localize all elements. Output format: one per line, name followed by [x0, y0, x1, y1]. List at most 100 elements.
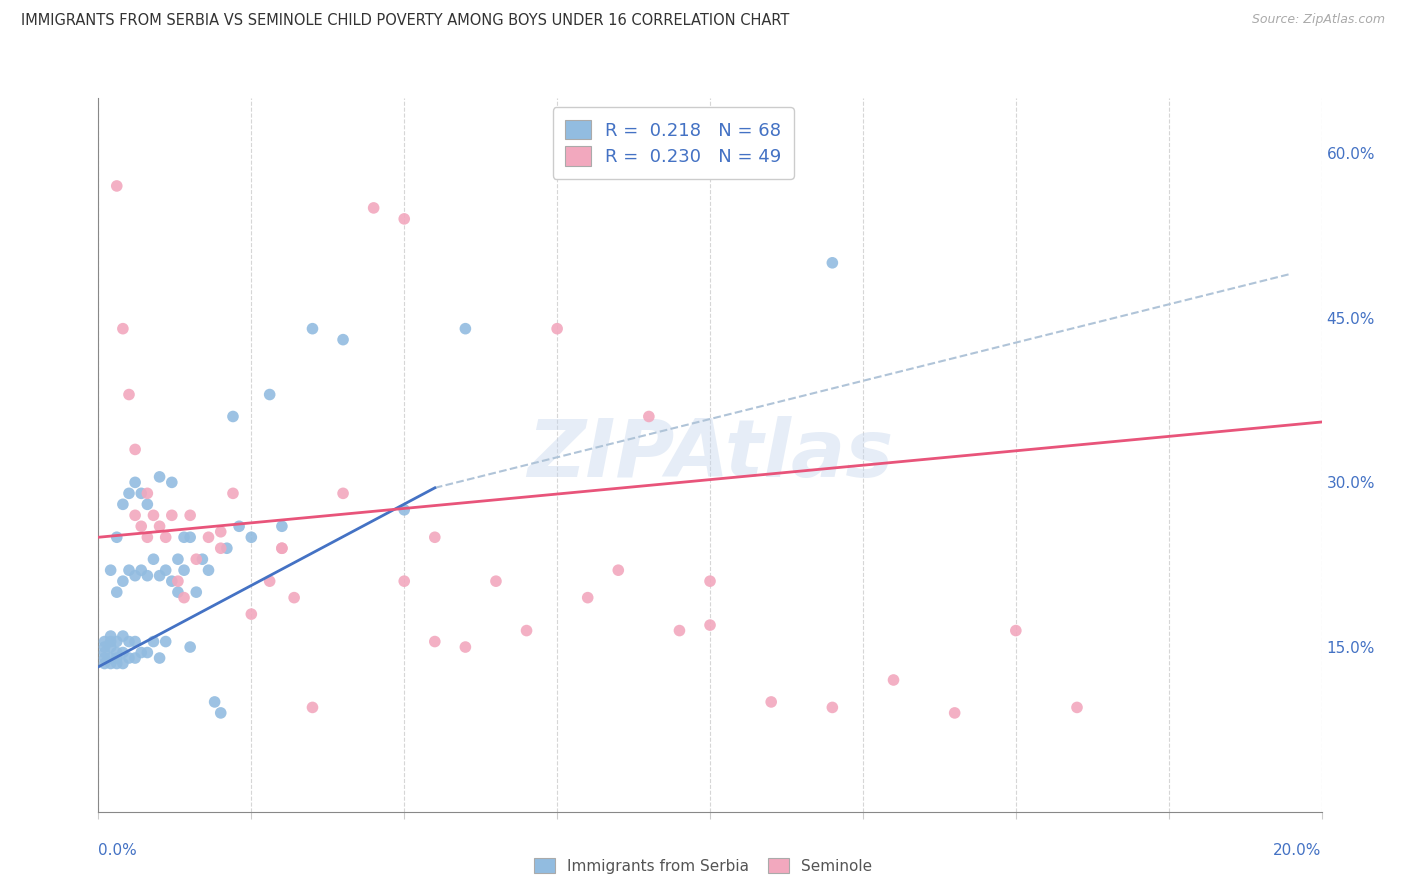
Point — [301, 700, 323, 714]
Point — [943, 706, 966, 720]
Point — [209, 524, 232, 539]
Point — [423, 530, 446, 544]
Point — [160, 475, 183, 490]
Text: ZIPAtlas: ZIPAtlas — [527, 416, 893, 494]
Point — [167, 574, 190, 589]
Point — [668, 624, 690, 638]
Point — [179, 530, 201, 544]
Point — [136, 497, 159, 511]
Point — [392, 574, 416, 589]
Point — [111, 646, 134, 660]
Point — [142, 634, 165, 648]
Point — [283, 591, 305, 605]
Point — [179, 640, 201, 654]
Point — [197, 563, 219, 577]
Point — [197, 530, 219, 544]
Point — [485, 574, 508, 589]
Point — [124, 568, 146, 582]
Point — [105, 634, 128, 648]
Point — [179, 508, 201, 523]
Point — [191, 552, 214, 566]
Point — [204, 695, 226, 709]
Point — [118, 563, 141, 577]
Point — [173, 530, 195, 544]
Point — [228, 519, 250, 533]
Point — [259, 387, 281, 401]
Point — [111, 657, 134, 671]
Point — [222, 409, 245, 424]
Point — [699, 618, 721, 632]
Point — [93, 634, 115, 648]
Text: 0.0%: 0.0% — [98, 843, 138, 858]
Point — [136, 646, 159, 660]
Point — [100, 563, 122, 577]
Point — [392, 503, 416, 517]
Point — [124, 651, 146, 665]
Point — [129, 486, 152, 500]
Point — [392, 211, 416, 226]
Point — [423, 634, 446, 648]
Point — [105, 530, 128, 544]
Point — [546, 321, 568, 335]
Point — [209, 541, 232, 556]
Point — [100, 657, 122, 671]
Point — [111, 321, 134, 335]
Point — [454, 321, 477, 335]
Point — [821, 700, 844, 714]
Point — [167, 585, 190, 599]
Point — [160, 508, 183, 523]
Point — [516, 624, 538, 638]
Point — [142, 552, 165, 566]
Point — [637, 409, 661, 424]
Point — [136, 530, 159, 544]
Point — [93, 657, 115, 671]
Legend: R =  0.218   N = 68, R =  0.230   N = 49: R = 0.218 N = 68, R = 0.230 N = 49 — [553, 107, 794, 178]
Point — [173, 591, 195, 605]
Point — [124, 508, 146, 523]
Text: Source: ZipAtlas.com: Source: ZipAtlas.com — [1251, 13, 1385, 27]
Point — [270, 541, 292, 556]
Point — [821, 256, 844, 270]
Point — [167, 552, 190, 566]
Point — [105, 585, 128, 599]
Point — [111, 497, 134, 511]
Point — [105, 651, 128, 665]
Point — [222, 486, 245, 500]
Text: 20.0%: 20.0% — [1274, 843, 1322, 858]
Point — [136, 568, 159, 582]
Point — [215, 541, 238, 556]
Point — [124, 442, 146, 457]
Point — [186, 585, 208, 599]
Point — [100, 640, 122, 654]
Point — [129, 519, 152, 533]
Point — [759, 695, 782, 709]
Point — [129, 563, 152, 577]
Point — [111, 574, 134, 589]
Point — [105, 178, 128, 193]
Point — [93, 651, 115, 665]
Point — [209, 706, 232, 720]
Point — [93, 640, 115, 654]
Point — [607, 563, 630, 577]
Legend: Immigrants from Serbia, Seminole: Immigrants from Serbia, Seminole — [527, 852, 879, 880]
Point — [576, 591, 599, 605]
Point — [186, 552, 208, 566]
Point — [124, 634, 146, 648]
Point — [240, 530, 263, 544]
Point — [173, 563, 195, 577]
Point — [111, 629, 134, 643]
Point — [118, 486, 141, 500]
Point — [454, 640, 477, 654]
Point — [270, 541, 292, 556]
Point — [118, 387, 141, 401]
Point — [149, 470, 172, 484]
Point — [105, 657, 128, 671]
Point — [149, 568, 172, 582]
Point — [100, 651, 122, 665]
Text: IMMIGRANTS FROM SERBIA VS SEMINOLE CHILD POVERTY AMONG BOYS UNDER 16 CORRELATION: IMMIGRANTS FROM SERBIA VS SEMINOLE CHILD… — [21, 13, 789, 29]
Point — [118, 634, 141, 648]
Point — [100, 629, 122, 643]
Point — [259, 574, 281, 589]
Point — [129, 646, 152, 660]
Point — [105, 646, 128, 660]
